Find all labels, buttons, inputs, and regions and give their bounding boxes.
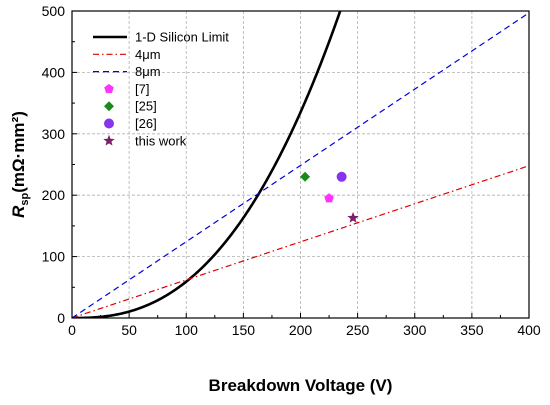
- legend-label-8-m: 8μm: [135, 64, 161, 79]
- y-axis-title-main: R: [9, 205, 28, 218]
- y-tick-label: 0: [57, 310, 65, 326]
- legend-marker-this-work: [103, 134, 115, 146]
- x-tick-label: 400: [517, 322, 541, 338]
- data-point-this-work: [347, 211, 359, 223]
- legend-label-7: [7]: [135, 81, 149, 96]
- y-tick-label: 500: [42, 3, 66, 19]
- y-axis-title: Rsp(mΩ·mm²): [9, 111, 31, 218]
- legend-marker-26: [104, 118, 114, 129]
- x-axis-title: Breakdown Voltage (V): [209, 376, 393, 395]
- series-line-4-m: [72, 165, 529, 318]
- x-tick-label: 0: [68, 322, 76, 338]
- x-tick-label: 350: [460, 322, 484, 338]
- data-point-7: [324, 193, 334, 203]
- series-line-1-d-silicon-limit: [72, 11, 342, 318]
- legend-marker-25: [104, 101, 114, 112]
- y-tick-label: 300: [42, 126, 66, 142]
- legend-label-4-m: 4μm: [135, 47, 161, 62]
- data-point-26: [336, 171, 347, 182]
- plot-series: [72, 11, 529, 318]
- y-axis-title-sub: sp: [19, 192, 31, 205]
- y-tick-label: 400: [42, 64, 66, 80]
- legend: 1-D Silicon Limit 4μm 8μm [7] [25] [26] this w…: [93, 30, 229, 148]
- y-tick-label: 200: [42, 187, 66, 203]
- legend-marker-7: [104, 83, 114, 93]
- x-tick-label: 300: [403, 322, 427, 338]
- grid-lines: [72, 11, 529, 318]
- x-tick-label: 250: [346, 322, 370, 338]
- legend-label-25: [25]: [135, 99, 157, 114]
- legend-label-26: [26]: [135, 116, 157, 131]
- x-tick-label: 100: [175, 322, 199, 338]
- y-tick-label: 100: [42, 249, 66, 265]
- legend-label-this-work: this work: [135, 133, 187, 148]
- x-tick-label: 150: [232, 322, 256, 338]
- axis-ticks: 0 50 100 150 200 250 300 350 400 0 100 200 300 400 500: [42, 3, 541, 338]
- data-point-25: [300, 171, 311, 182]
- y-axis-title-unit: (mΩ·mm²): [9, 111, 28, 193]
- x-tick-label: 200: [289, 322, 313, 338]
- x-tick-label: 50: [121, 322, 137, 338]
- series-line-8-m: [72, 12, 529, 318]
- legend-label-1-d-silicon-limit: 1-D Silicon Limit: [135, 30, 229, 45]
